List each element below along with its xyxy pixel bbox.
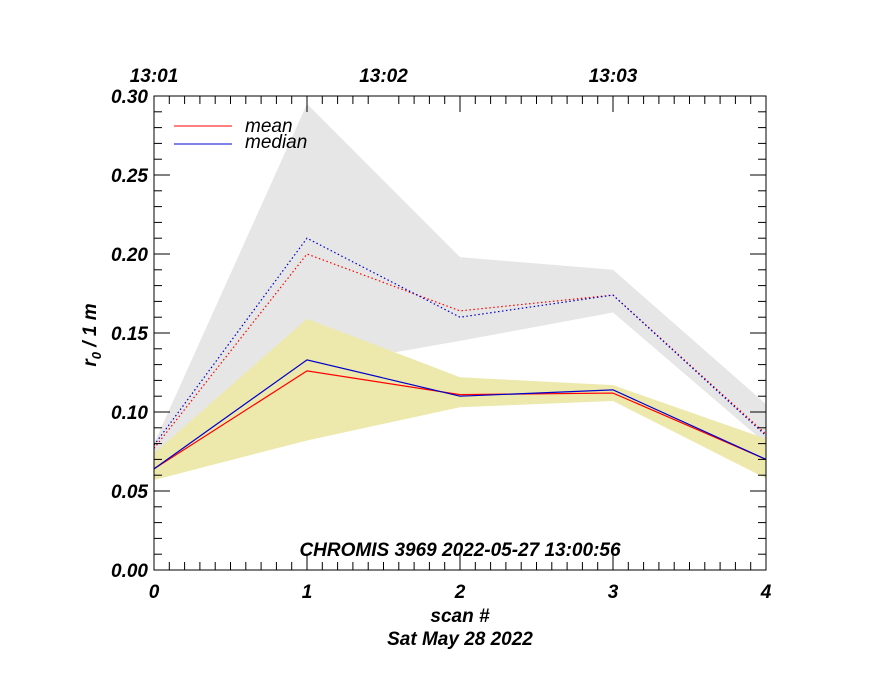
y-axis-label: r0 / 1 m — [80, 303, 104, 366]
bands-group — [154, 103, 766, 480]
x-tick-label: 1 — [302, 582, 313, 603]
y-tick-label: 0.20 — [111, 245, 148, 266]
x-tick-label: 4 — [760, 582, 772, 603]
y-tick-label: 0.10 — [111, 403, 148, 424]
legend-label-median: median — [245, 132, 307, 153]
x-tick-label: 2 — [454, 582, 466, 603]
y-tick-label: 0.30 — [111, 87, 148, 108]
y-tick-label: 0.00 — [111, 561, 148, 582]
date-label: Sat May 28 2022 — [387, 629, 533, 650]
series-group — [153, 237, 767, 470]
band-lower-range — [154, 318, 766, 480]
x-tick-label: 0 — [149, 582, 160, 603]
series-line-mean — [153, 370, 767, 470]
top-time-label: 13:02 — [359, 66, 408, 87]
tick-labels-group: 0 1 2 3 4 13:01 13:02 13:03 0.00 0.05 0.10 0.15 0.20… — [111, 66, 772, 603]
legend: mean median — [174, 116, 307, 153]
y-tick-label: 0.25 — [111, 166, 148, 187]
series-line-median — [153, 359, 767, 470]
series-line-median-max — [153, 237, 767, 446]
y-tick-label: 0.05 — [111, 482, 148, 503]
top-time-label: 13:01 — [130, 66, 179, 87]
legend-label-mean: mean — [245, 116, 293, 137]
y-tick-label: 0.15 — [111, 324, 148, 345]
x-tick-label: 3 — [608, 582, 619, 603]
chart-annotation: CHROMIS 3969 2022-05-27 13:00:56 — [299, 540, 621, 561]
band-upper-range — [154, 103, 766, 473]
x-axis-label: scan # — [430, 606, 490, 627]
top-time-label: 13:03 — [589, 66, 638, 87]
ticks-group — [153, 95, 767, 571]
